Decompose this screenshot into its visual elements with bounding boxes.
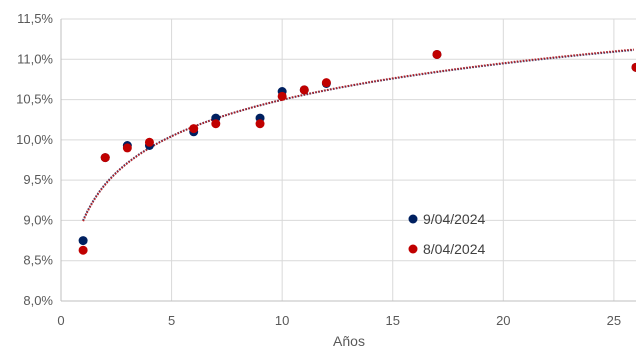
series-2-point bbox=[100, 153, 110, 163]
legend-marker bbox=[408, 244, 418, 254]
series-2-point bbox=[277, 91, 287, 101]
trendlines bbox=[82, 48, 634, 222]
axes bbox=[60, 19, 636, 302]
y-tick-label: 9,0% bbox=[23, 212, 53, 227]
series-2-point bbox=[299, 85, 309, 95]
legend-label: 9/04/2024 bbox=[423, 211, 485, 227]
series-2-point bbox=[211, 119, 221, 129]
y-tick-label: 10,0% bbox=[16, 132, 53, 147]
series-2-point bbox=[432, 49, 442, 59]
tick-labels: 8,0% 8,5% 9,0% 9,5% 10,0% 10,5% 11,0% 11,5% 0 5 10… bbox=[16, 11, 621, 328]
legend-label: 8/04/2024 bbox=[423, 241, 485, 257]
x-tick-label: 0 bbox=[57, 313, 64, 328]
gridlines bbox=[61, 18, 636, 301]
x-tick-label: 10 bbox=[275, 313, 289, 328]
y-tick-label: 8,0% bbox=[23, 293, 53, 308]
y-tick-label: 10,5% bbox=[16, 92, 53, 107]
x-tick-label: 5 bbox=[168, 313, 175, 328]
y-tick-label: 11,0% bbox=[17, 51, 53, 66]
series-2-point bbox=[189, 124, 199, 134]
series-2-point bbox=[631, 62, 636, 72]
legend: 9/04/2024 8/04/2024 bbox=[408, 211, 485, 257]
series-2-point bbox=[78, 245, 88, 255]
series-2-point bbox=[321, 78, 331, 88]
series-1-point bbox=[78, 236, 88, 246]
series-2-point bbox=[255, 119, 265, 129]
data-points bbox=[78, 49, 636, 255]
series-2-point bbox=[122, 143, 132, 153]
x-tick-label: 15 bbox=[385, 313, 399, 328]
x-axis-title: Años bbox=[333, 333, 365, 349]
legend-marker bbox=[408, 214, 418, 224]
y-tick-label: 8,5% bbox=[23, 253, 53, 268]
series-2-point bbox=[144, 137, 154, 147]
trendline bbox=[82, 49, 634, 221]
y-tick-label: 11,5% bbox=[17, 11, 53, 26]
trendline bbox=[82, 48, 634, 222]
y-tick-label: 9,5% bbox=[23, 172, 53, 187]
x-tick-label: 20 bbox=[496, 313, 510, 328]
x-tick-label: 25 bbox=[607, 313, 621, 328]
